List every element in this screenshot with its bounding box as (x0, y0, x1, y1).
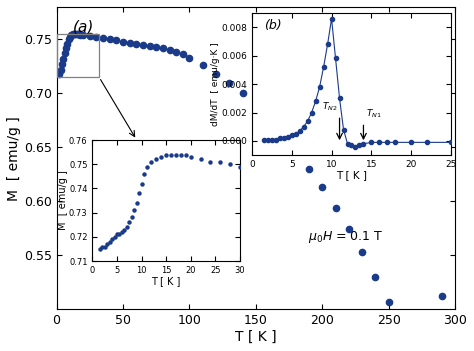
Y-axis label: M  [ emu/g ]: M [ emu/g ] (7, 116, 21, 200)
Text: (a): (a) (73, 19, 94, 34)
X-axis label: T [ K ]: T [ K ] (235, 330, 277, 344)
Text: $\mu_0 H$ = 0.1 T: $\mu_0 H$ = 0.1 T (308, 229, 383, 245)
Bar (56, 34, 99, 77)
